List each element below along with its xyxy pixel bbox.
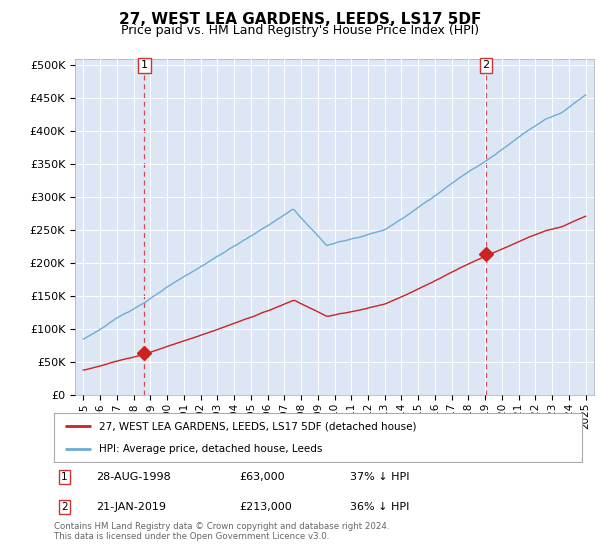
Text: 36% ↓ HPI: 36% ↓ HPI: [350, 502, 409, 512]
Text: HPI: Average price, detached house, Leeds: HPI: Average price, detached house, Leed…: [99, 444, 322, 454]
Text: 27, WEST LEA GARDENS, LEEDS, LS17 5DF: 27, WEST LEA GARDENS, LEEDS, LS17 5DF: [119, 12, 481, 27]
Text: 21-JAN-2019: 21-JAN-2019: [96, 502, 166, 512]
Text: 37% ↓ HPI: 37% ↓ HPI: [350, 472, 409, 482]
Text: 2: 2: [482, 60, 490, 71]
Text: 28-AUG-1998: 28-AUG-1998: [96, 472, 171, 482]
Text: 1: 1: [61, 472, 68, 482]
Text: £213,000: £213,000: [239, 502, 292, 512]
Text: Contains HM Land Registry data © Crown copyright and database right 2024.
This d: Contains HM Land Registry data © Crown c…: [54, 522, 389, 542]
Text: £63,000: £63,000: [239, 472, 284, 482]
Text: Price paid vs. HM Land Registry's House Price Index (HPI): Price paid vs. HM Land Registry's House …: [121, 24, 479, 37]
Text: 1: 1: [141, 60, 148, 71]
Text: 2: 2: [61, 502, 68, 512]
Text: 27, WEST LEA GARDENS, LEEDS, LS17 5DF (detached house): 27, WEST LEA GARDENS, LEEDS, LS17 5DF (d…: [99, 421, 416, 431]
